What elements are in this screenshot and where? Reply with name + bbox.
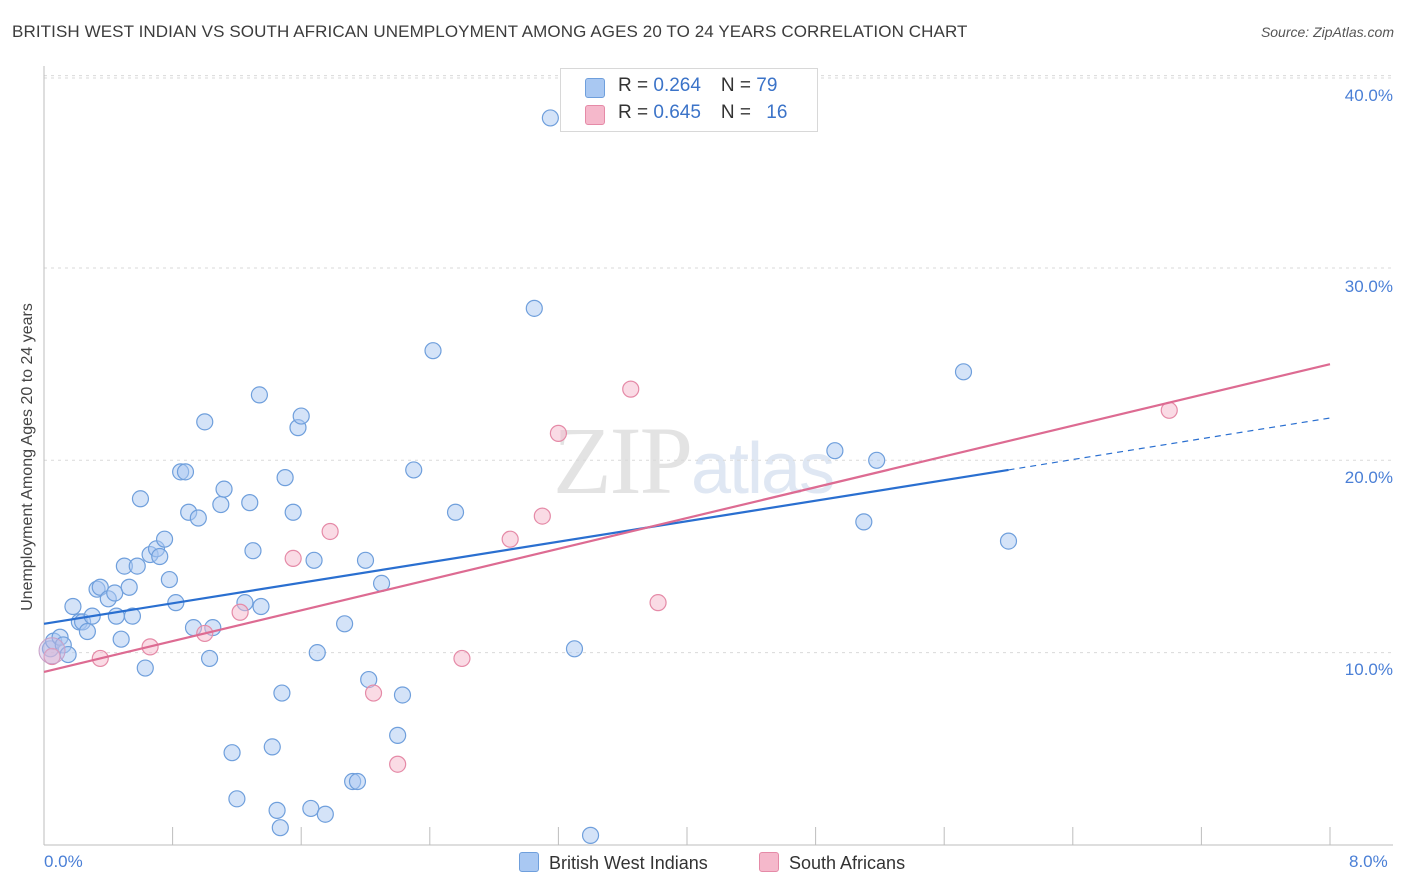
british-west-indians-point	[541, 109, 559, 127]
x-tick-max: 8.0%	[1349, 852, 1388, 871]
british-west-indians-point	[189, 509, 207, 527]
british-west-indians-point	[196, 413, 214, 431]
cluster-point	[38, 637, 66, 665]
british-west-indians-point	[212, 495, 230, 514]
south-africans-point	[622, 380, 640, 398]
british-west-indians-point	[356, 551, 375, 569]
n-value-blue: 79	[756, 75, 778, 96]
y-tick-20: 20.0%	[1344, 468, 1393, 487]
british-west-indians-point	[316, 805, 334, 823]
legend-swatch-blue	[585, 78, 605, 98]
british-west-indians-point	[525, 299, 543, 317]
british-west-indians-point	[151, 547, 169, 566]
british-west-indians-point	[405, 461, 423, 479]
british-west-indians-point	[241, 494, 259, 512]
british-west-indians-point	[336, 615, 354, 633]
south-africans-point	[389, 755, 407, 773]
south-africans-point	[649, 594, 667, 612]
legend-swatch-pink	[585, 105, 605, 125]
british-west-indians-point	[160, 570, 178, 589]
south-africans-point	[321, 522, 339, 541]
british-west-indians-point	[176, 463, 195, 481]
trend-line-british-west-indians-extension	[1008, 417, 1331, 471]
british-west-indians-point	[305, 551, 323, 569]
british-west-indians-point	[999, 532, 1018, 550]
x-tick-min: 0.0%	[44, 852, 83, 871]
trend-line-british-west-indians	[43, 468, 1009, 625]
british-west-indians-point	[565, 640, 584, 658]
british-west-indians-point	[228, 790, 246, 808]
south-africans-point	[533, 507, 551, 525]
gridlines	[44, 75, 1393, 654]
british-west-indians-point	[155, 530, 174, 548]
british-west-indians-point	[64, 597, 82, 616]
british-west-indians-point	[252, 597, 270, 616]
british-west-indians-point	[389, 726, 407, 744]
british-west-indians-point	[268, 801, 286, 819]
british-west-indians-point	[273, 684, 291, 702]
british-west-indians-point	[123, 607, 142, 625]
y-axis-label: Unemployment Among Ages 20 to 24 years	[19, 303, 36, 611]
legend-swatch-south-africans	[759, 852, 779, 872]
data-points	[38, 109, 1178, 844]
y-tick-10: 10.0%	[1344, 660, 1393, 679]
south-africans-point	[284, 549, 302, 568]
source-credit: Source: ZipAtlas.com	[1260, 24, 1394, 40]
british-west-indians-point	[271, 819, 289, 837]
british-west-indians-point	[348, 772, 367, 791]
south-africans-point	[453, 649, 471, 668]
british-west-indians-point	[302, 799, 320, 818]
british-west-indians-point	[393, 686, 412, 704]
trend-line-south-africans	[43, 363, 1331, 673]
chart-title: BRITISH WEST INDIAN VS SOUTH AFRICAN UNE…	[12, 22, 968, 41]
british-west-indians-point	[308, 644, 326, 662]
r-value-blue: 0.264	[653, 75, 701, 96]
legend-swatch-british-west-indians	[519, 852, 539, 872]
axes	[43, 66, 1393, 846]
legend-item-british-west-indians[interactable]: British West Indians	[519, 852, 708, 874]
british-west-indians-point	[868, 451, 886, 469]
british-west-indians-point	[284, 503, 302, 521]
south-africans-point	[43, 647, 61, 666]
british-west-indians-point	[581, 826, 600, 844]
r-value-pink: 0.645	[653, 102, 701, 123]
y-tick-30: 30.0%	[1344, 277, 1393, 296]
british-west-indians-point	[106, 584, 124, 602]
british-west-indians-point	[112, 630, 130, 648]
british-west-indians-point	[120, 578, 138, 596]
british-west-indians-point	[131, 490, 150, 508]
british-west-indians-point	[250, 386, 269, 404]
south-africans-point	[501, 530, 519, 548]
british-west-indians-point	[276, 469, 294, 487]
british-west-indians-point	[223, 744, 241, 762]
british-west-indians-point	[78, 622, 97, 641]
y-tick-40: 40.0%	[1344, 86, 1393, 105]
british-west-indians-point	[954, 363, 973, 381]
trend-lines	[43, 363, 1331, 673]
british-west-indians-point	[244, 542, 262, 560]
british-west-indians-point	[215, 480, 233, 498]
legend-item-south-africans[interactable]: South Africans	[759, 852, 905, 874]
british-west-indians-point	[446, 503, 465, 521]
british-west-indians-point	[424, 342, 442, 360]
south-africans-point	[231, 603, 249, 621]
british-west-indians-point	[826, 442, 844, 460]
south-africans-point	[549, 424, 568, 442]
south-africans-point	[364, 684, 383, 702]
british-west-indians-point	[263, 738, 281, 756]
british-west-indians-point	[292, 407, 310, 425]
british-west-indians-point	[136, 659, 154, 677]
british-west-indians-point	[128, 557, 146, 575]
n-value-pink: 16	[766, 102, 788, 123]
correlation-legend: R = 0.264 N = 79 R = 0.645 N = 16	[560, 68, 818, 132]
british-west-indians-point	[200, 649, 219, 668]
british-west-indians-point	[855, 513, 873, 531]
